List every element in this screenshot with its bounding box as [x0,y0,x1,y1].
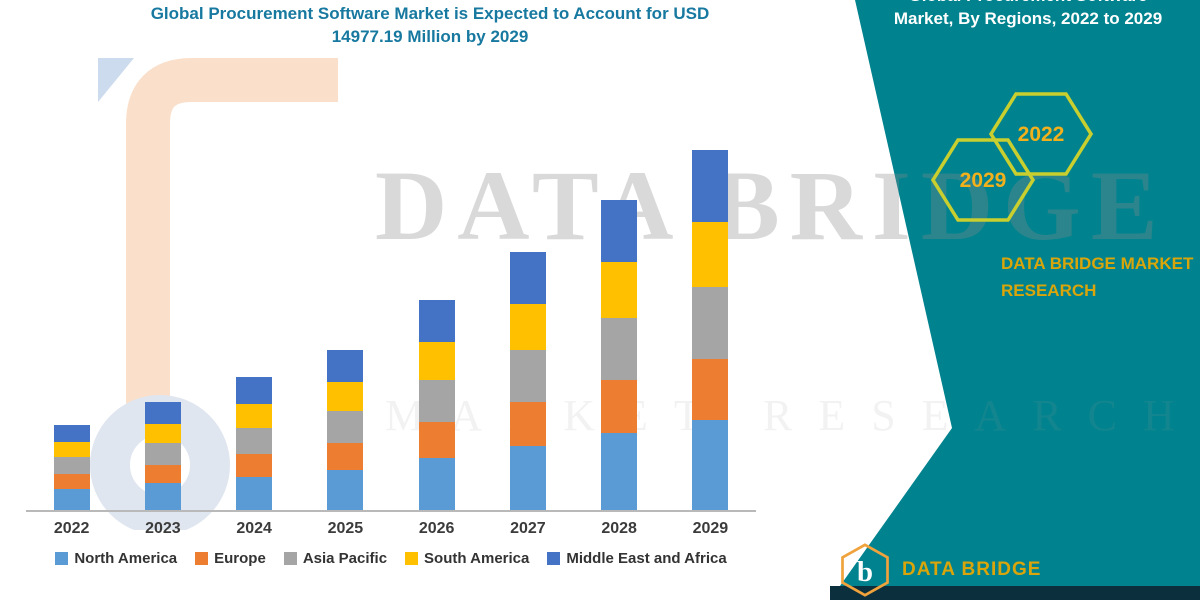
x-axis-labels: 2022 2023 2024 2025 2026 2027 2028 2029 [26,512,756,538]
bar-segment-south-america [53,441,90,458]
bar-column-2023 [131,402,195,510]
bar-segment-asia-pacific [601,317,638,380]
legend-label: Europe [214,550,266,567]
legend-label: North America [74,550,178,567]
legend-swatch-icon [283,552,297,565]
hexagon-2022-label: 2022 [1018,123,1065,146]
bar-segment-north-america [236,476,273,510]
bar-segment-south-america [418,342,455,380]
title-line2: 14977.19 Million by 2029 [331,27,529,46]
legend-item-north-america: North America [55,550,177,567]
bar-segment-asia-pacific [418,379,455,422]
chart: 2022 2023 2024 2025 2026 2027 2028 2029 North A… [26,140,756,567]
bar-segment-europe [692,358,729,420]
bar-column-2022 [40,424,104,510]
legend-item-south-america: South America [405,550,529,567]
bar-segment-middle-east-and-africa [601,200,638,263]
footer-logo-letter: b [857,556,873,588]
bar-segment-north-america [144,483,181,510]
panel-heading-line1: Global Procurement Software [862,0,1194,7]
bar-segment-asia-pacific [236,427,273,455]
legend-item-europe: Europe [195,550,266,567]
brand-text: DATA BRIDGE MARKET RESEARCH [1001,250,1193,304]
bar-segment-south-america [236,403,273,428]
year-hexagons: 2029 2022 [930,92,1094,222]
legend-label: Asia Pacific [302,550,388,567]
x-axis-label: 2023 [145,520,181,537]
hexagon-2022-icon [988,92,1094,176]
plot-area [26,140,756,512]
legend-label: Middle East and Africa [566,550,727,567]
hexagon-2029-label: 2029 [960,169,1007,192]
bar-column-2024 [222,377,286,510]
legend-swatch-icon [405,552,419,565]
bar-segment-south-america [509,303,546,351]
bar-column-2029 [678,150,742,510]
bar-segment-south-america [327,382,364,411]
bar-segment-south-america [692,222,729,287]
bar-segment-middle-east-and-africa [509,252,546,304]
bar-segment-north-america [418,457,455,510]
bar-column-2027 [496,252,560,510]
x-axis-label: 2025 [327,520,364,537]
bar-segment-asia-pacific [327,410,364,443]
bar-segment-middle-east-and-africa [53,424,90,442]
bar-column-2026 [405,300,469,510]
legend-swatch-icon [195,552,209,565]
x-axis-label: 2026 [418,520,455,537]
hexagon-2029-icon [930,138,1036,222]
bar-segment-middle-east-and-africa [418,300,455,343]
bar-segment-europe [327,442,364,470]
bar-segment-north-america [692,420,729,510]
x-axis-label: 2022 [53,520,90,537]
bar-segment-europe [418,421,455,458]
bar-segment-north-america [601,432,638,510]
x-axis-label: 2028 [601,520,637,537]
bar-segment-asia-pacific [509,350,546,402]
footer-brand-text: DATA BRIDGE [902,559,1042,580]
bar-segment-asia-pacific [692,286,729,359]
bar-segment-europe [144,464,181,483]
bar-segment-europe [601,379,638,433]
footer-hexagon-logo-icon: b [841,543,889,597]
legend-swatch-icon [547,552,561,565]
legend-item-middle-east-and-africa: Middle East and Africa [547,550,727,567]
bar-segment-asia-pacific [53,457,90,475]
legend-item-asia-pacific: Asia Pacific [283,550,388,567]
legend-swatch-icon [55,552,69,565]
title-line1: Global Procurement Software Market is Ex… [150,4,710,23]
bar-segment-europe [509,401,546,446]
bar-segment-north-america [509,445,546,510]
logo-b-stem-icon [126,58,338,422]
x-axis-label: 2027 [510,520,546,537]
panel-heading: Global Procurement Software Market, By R… [862,0,1194,30]
panel-heading-line2: Market, By Regions, 2022 to 2029 [893,9,1163,28]
bar-segment-europe [236,454,273,477]
bar-segment-asia-pacific [144,443,181,465]
x-axis-label: 2029 [692,520,729,537]
bar-segment-south-america [601,262,638,318]
bar-segment-middle-east-and-africa [327,350,364,383]
bar-column-2028 [587,200,651,510]
bar-segment-middle-east-and-africa [692,150,729,223]
footer-strip [830,586,1200,600]
logo-triangle-icon [98,58,134,102]
bar-segment-south-america [144,423,181,444]
brand-text-line2: RESEARCH [1001,281,1097,300]
footer-logo: b DATA BRIDGE [838,542,1041,598]
bar-segment-north-america [53,488,90,510]
legend: North America Europe Asia Pacific South Ame… [26,550,756,567]
page-title: Global Procurement Software Market is Ex… [0,2,860,48]
bar-segment-middle-east-and-africa [236,377,273,404]
x-axis-label: 2024 [236,520,272,537]
brand-text-line1: DATA BRIDGE MARKET [1001,254,1194,273]
footer-hexagon-outline-icon [841,543,889,597]
legend-label: South America [424,550,530,567]
bar-column-2025 [313,350,377,510]
bar-segment-europe [53,474,90,489]
bar-segment-middle-east-and-africa [144,402,181,424]
bar-segment-north-america [327,470,364,510]
